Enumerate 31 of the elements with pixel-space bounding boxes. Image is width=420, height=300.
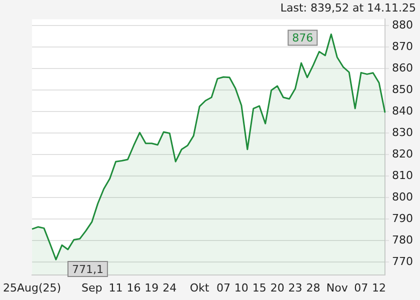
x-tick-label: 25Aug(25) bbox=[2, 281, 62, 294]
x-tick-label: 12 bbox=[372, 281, 386, 294]
x-tick-label: 07 bbox=[354, 281, 368, 294]
chart-title: Last: 839,52 at 14.11.25 bbox=[280, 1, 416, 14]
y-tick-label: 840 bbox=[392, 104, 414, 118]
x-tick-label: Sep bbox=[81, 281, 102, 294]
y-tick-label: 770 bbox=[392, 254, 414, 268]
x-tick-label: Okt bbox=[190, 281, 210, 294]
annotation: 771,1 bbox=[72, 262, 104, 276]
y-tick-label: 830 bbox=[392, 126, 414, 139]
x-tick-label: 23 bbox=[288, 281, 302, 294]
x-tick-label: 24 bbox=[162, 281, 177, 294]
x-tick-label: Nov bbox=[326, 281, 348, 294]
x-tick-label: 16 bbox=[126, 281, 141, 294]
y-tick-label: 860 bbox=[392, 61, 414, 74]
x-tick-label: 15 bbox=[252, 281, 266, 294]
x-tick-label: 11 bbox=[108, 281, 123, 294]
annotation: 876 bbox=[292, 32, 314, 45]
x-tick-label: 20 bbox=[270, 281, 284, 294]
y-tick-label: 800 bbox=[392, 190, 414, 204]
y-tick-label: 790 bbox=[392, 212, 414, 225]
y-tick-label: 810 bbox=[392, 168, 414, 182]
x-tick-label: 07 bbox=[216, 281, 230, 294]
y-tick-label: 780 bbox=[392, 233, 414, 246]
y-tick-label: 850 bbox=[392, 82, 414, 96]
y-tick-label: 880 bbox=[392, 18, 414, 32]
x-tick-label: 10 bbox=[234, 281, 248, 294]
x-tick-label: 28 bbox=[306, 281, 320, 294]
x-tick-label: 19 bbox=[144, 281, 159, 294]
y-tick-label: 820 bbox=[392, 147, 414, 160]
y-tick-label: 870 bbox=[392, 40, 414, 53]
